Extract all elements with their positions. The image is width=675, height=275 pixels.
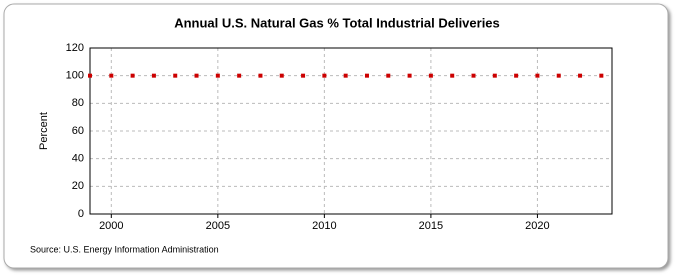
point — [343, 73, 348, 78]
point — [258, 73, 263, 78]
source: Source: U.S. Energy Information Administ… — [30, 244, 219, 254]
point — [492, 73, 497, 78]
point — [386, 73, 391, 78]
point — [130, 73, 135, 78]
x-tick-label: 2015 — [419, 220, 443, 232]
point — [215, 73, 220, 78]
y-axis-label: Percent — [38, 112, 50, 150]
point — [556, 73, 561, 78]
point — [450, 73, 455, 78]
point — [237, 73, 242, 78]
x-tick-label: 2010 — [312, 220, 336, 232]
x-tick-label: 2000 — [99, 220, 123, 232]
point — [109, 73, 114, 78]
x-tick-label: 2020 — [525, 220, 549, 232]
point — [407, 73, 412, 78]
x-tick-label: 2005 — [206, 220, 230, 232]
point — [151, 73, 156, 78]
y-tick-label: 100 — [66, 70, 84, 82]
y-tick-label: 120 — [66, 42, 84, 54]
point — [535, 73, 540, 78]
chart-title: Annual U.S. Natural Gas % Total Industri… — [174, 15, 500, 30]
point — [301, 73, 306, 78]
point — [322, 73, 327, 78]
point — [471, 73, 476, 78]
point — [88, 73, 92, 78]
point — [194, 73, 199, 78]
y-tick-label: 60 — [72, 125, 84, 137]
point — [514, 73, 519, 78]
plot-border — [89, 47, 613, 215]
point — [364, 73, 369, 78]
y-tick-label: 40 — [72, 153, 84, 165]
y-tick-label: 0 — [78, 208, 84, 220]
point — [173, 73, 178, 78]
y-tick-label: 20 — [72, 180, 84, 192]
point — [279, 73, 284, 78]
point — [428, 73, 433, 78]
point — [599, 73, 604, 78]
y-tick-label: 80 — [72, 97, 84, 109]
point — [578, 73, 583, 78]
